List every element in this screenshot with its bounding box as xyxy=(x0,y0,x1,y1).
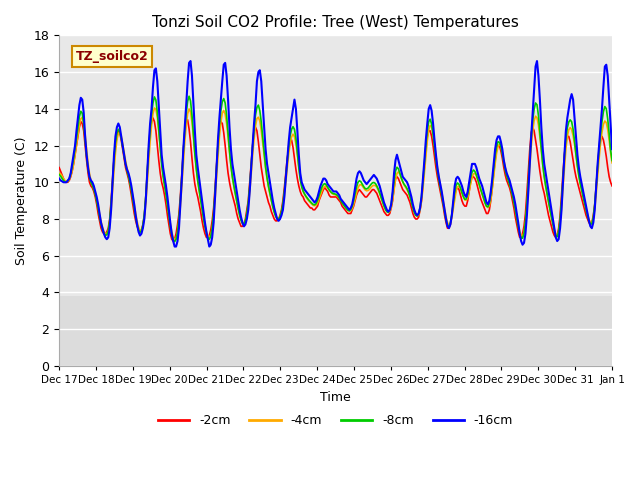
Text: TZ_soilco2: TZ_soilco2 xyxy=(76,50,148,63)
Legend: -2cm, -4cm, -8cm, -16cm: -2cm, -4cm, -8cm, -16cm xyxy=(153,409,518,432)
Title: Tonzi Soil CO2 Profile: Tree (West) Temperatures: Tonzi Soil CO2 Profile: Tree (West) Temp… xyxy=(152,15,519,30)
Bar xyxy=(59,36,612,296)
Y-axis label: Soil Temperature (C): Soil Temperature (C) xyxy=(15,136,28,265)
X-axis label: Time: Time xyxy=(320,391,351,404)
